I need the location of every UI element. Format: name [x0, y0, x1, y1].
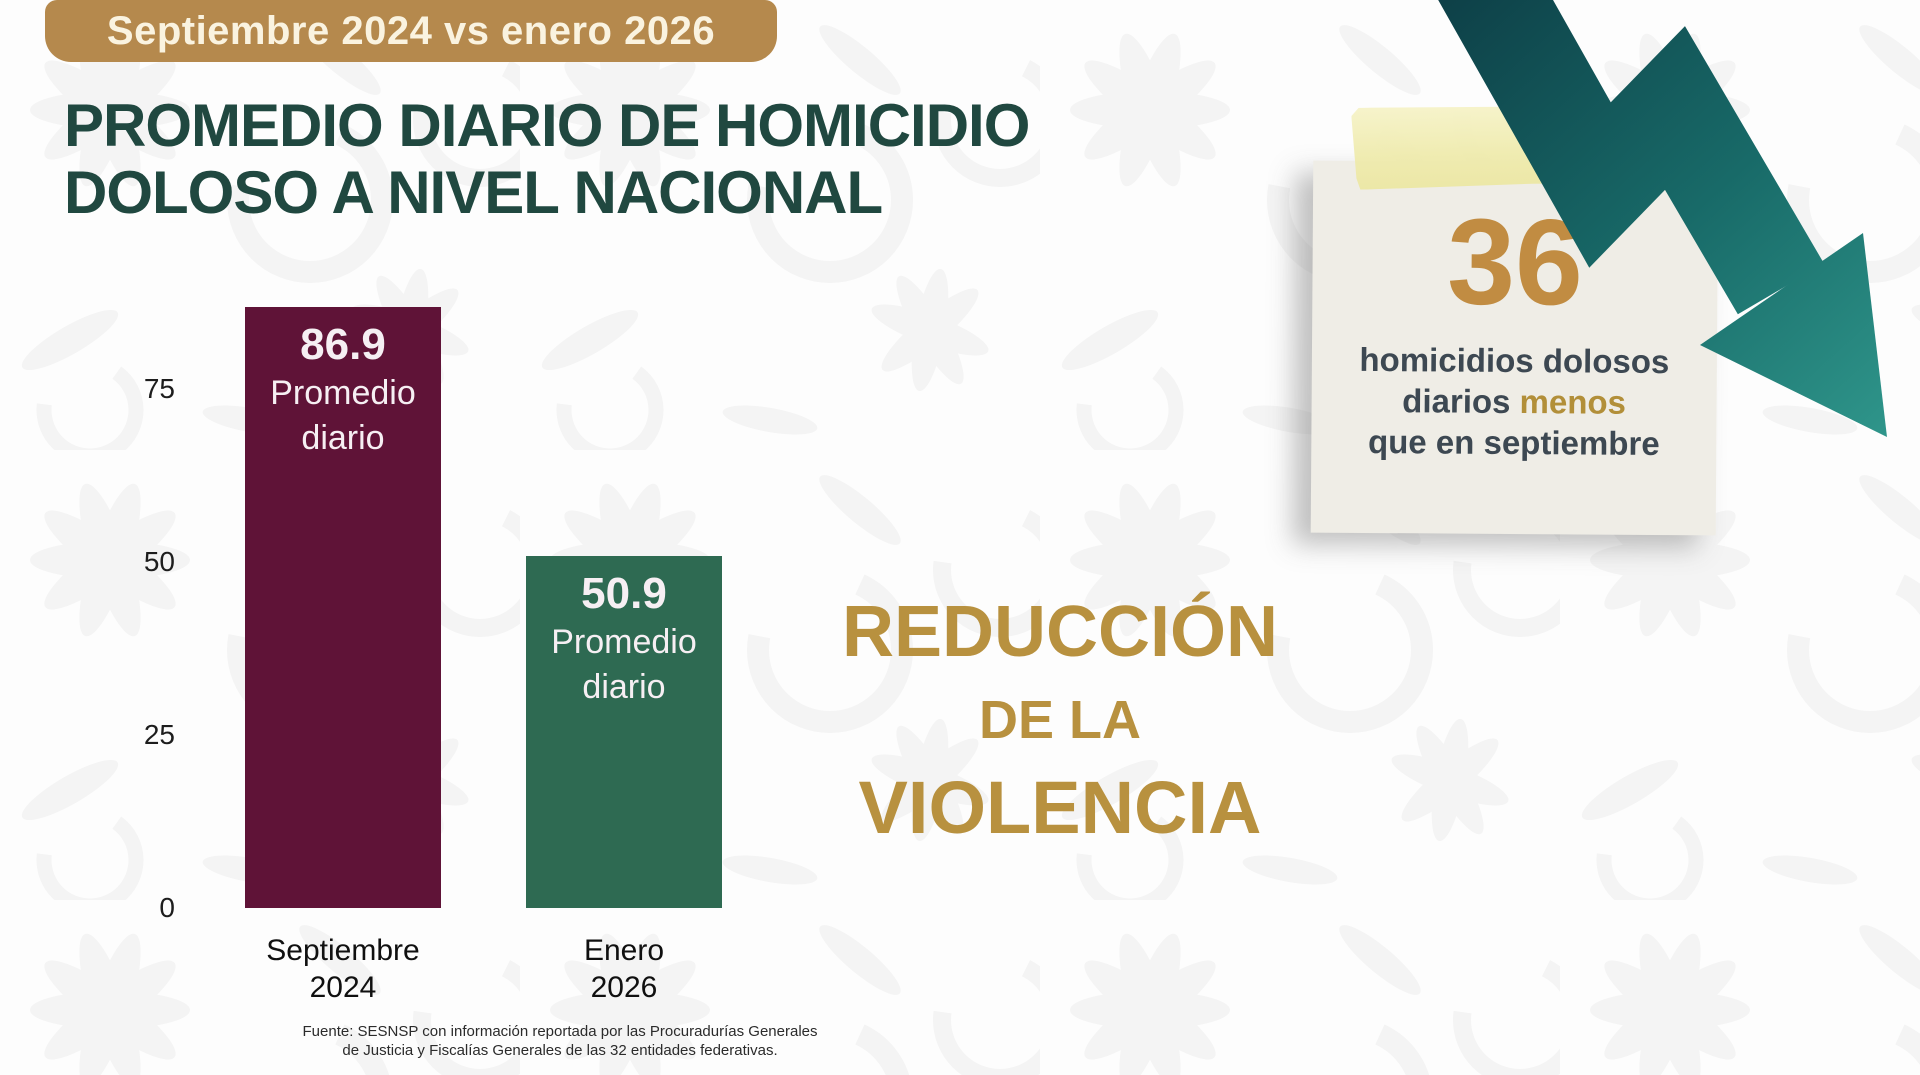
- x-axis-label-enero-2026: Enero 2026: [583, 934, 665, 1004]
- reduction-headline: REDUCCIÓN DE LA VIOLENCIA: [810, 588, 1310, 852]
- page-title: PROMEDIO DIARIO DE HOMICIDIO DOLOSO A NI…: [64, 92, 1030, 226]
- bar-sublabel: Promedio diario: [551, 623, 697, 706]
- comparison-badge: Septiembre 2024 vs enero 2026: [45, 0, 777, 62]
- y-axis: 0 25 50 75: [90, 0, 175, 1075]
- bar-value-label: 50.9: [581, 569, 667, 618]
- bar-enero-2026: 50.9 Promedio diario: [526, 556, 722, 908]
- source-note: Fuente: SESNSP con información reportada…: [280, 1022, 840, 1060]
- comparison-badge-label: Septiembre 2024 vs enero 2026: [106, 8, 716, 53]
- bar-sublabel: Promedio diario: [270, 374, 416, 457]
- source-line1: Fuente: SESNSP con información reportada…: [302, 1023, 818, 1040]
- reduction-line1: REDUCCIÓN: [841, 592, 1278, 672]
- bar-value-label: 86.9: [300, 320, 386, 369]
- reduction-line3: VIOLENCIA: [858, 766, 1262, 849]
- page-title-line2: DOLOSO A NIVEL NACIONAL: [64, 159, 883, 226]
- trend-down-arrow-icon: [1438, 0, 1887, 437]
- y-axis-tick-label: 75: [143, 373, 175, 404]
- source-line2: de Justicia y Fiscalías Generales de las…: [342, 1042, 778, 1059]
- y-axis-tick-label: 25: [143, 719, 175, 750]
- reduction-line2: DE LA: [979, 690, 1141, 750]
- page-title-line1: PROMEDIO DIARIO DE HOMICIDIO: [64, 92, 1030, 159]
- y-axis-tick-label: 50: [143, 546, 175, 577]
- bar-septiembre-2024: 86.9 Promedio diario: [245, 307, 441, 908]
- x-axis-label-septiembre-2024: Septiembre 2024: [266, 934, 420, 1004]
- y-axis-tick-label: 0: [159, 892, 175, 923]
